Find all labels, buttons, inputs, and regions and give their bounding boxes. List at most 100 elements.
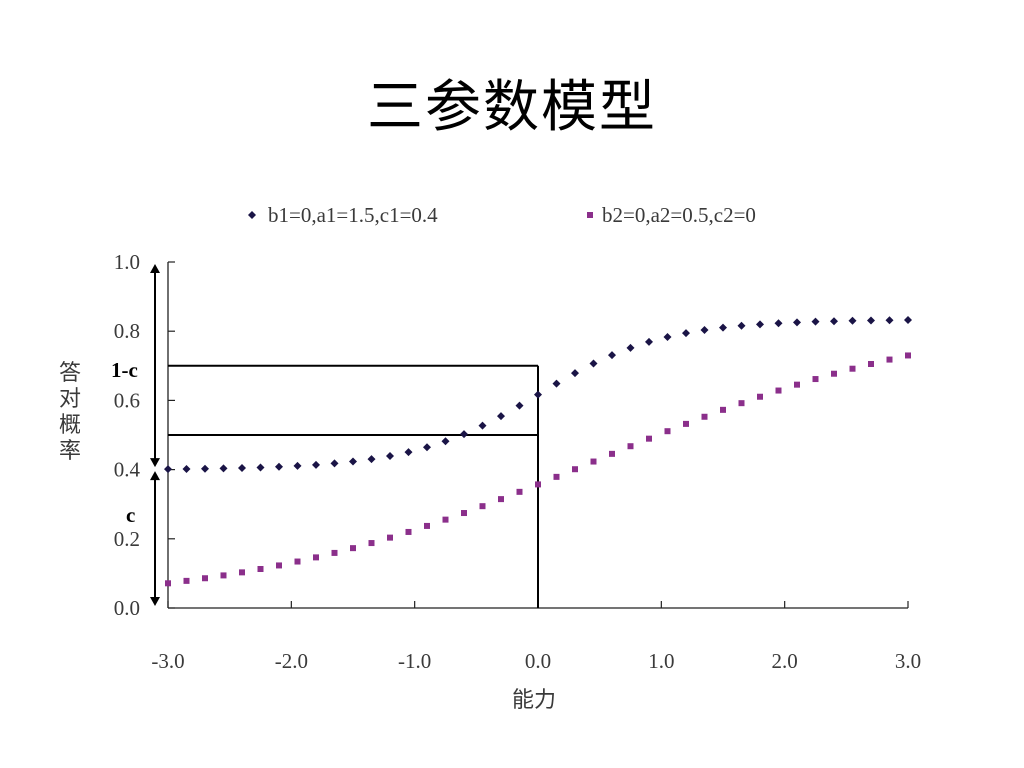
y-axis-title-char: 概 (59, 413, 81, 438)
series-2-point (553, 473, 560, 480)
dimension-arrows (150, 264, 160, 606)
series-2-point (905, 352, 911, 359)
series-2-point (775, 387, 782, 394)
series-2-point (405, 528, 412, 535)
y-tick-label: 0.6 (114, 388, 140, 412)
series-2-point (738, 400, 745, 407)
series-2-point (313, 554, 319, 561)
series-1-point (349, 457, 357, 466)
series-1-point (793, 318, 801, 327)
slide-title: 三参数模型 (367, 75, 657, 140)
x-tick-label: 3.0 (895, 649, 921, 673)
series-1-point (534, 390, 542, 399)
x-ticks: -3.0 -2.0 -1.0 0.0 1.0 2.0 3.0 (151, 601, 921, 673)
series-1-point (182, 464, 191, 473)
y-axis-title: 答对概率 (59, 361, 81, 464)
arrowhead (150, 471, 160, 481)
series-2-point (535, 481, 541, 488)
y-tick-label: 1.0 (114, 250, 140, 274)
y-axis-title-char: 答 (59, 361, 81, 386)
y-tick-label: 0.4 (114, 458, 141, 482)
y-axis-title-char: 对 (59, 387, 81, 412)
series-2-point (387, 534, 393, 541)
series-1-point (589, 359, 598, 368)
series-1-point (330, 459, 339, 468)
series-2-point (516, 488, 523, 495)
x-tick-label: 0.0 (525, 649, 551, 673)
series-1-point (238, 463, 246, 472)
series-1-point (460, 430, 468, 439)
y-tick-label: 0.2 (114, 527, 140, 551)
series-2-point (609, 450, 615, 457)
series-1-point (164, 465, 172, 474)
series-1-point (367, 455, 376, 464)
series-2-point (202, 575, 208, 582)
series-2-point (757, 393, 763, 400)
series-2-point (627, 443, 634, 450)
series-2-point (590, 458, 597, 465)
series-2-point (165, 580, 171, 587)
series-1-point (404, 448, 413, 457)
series-1-point (275, 462, 283, 471)
series-2-point (701, 413, 708, 420)
reference-lines (168, 364, 539, 608)
series-1-point (256, 463, 265, 472)
x-tick-label: -1.0 (398, 649, 431, 673)
series-1-point (737, 321, 746, 330)
y-tick-label: 0.0 (114, 596, 140, 620)
series-1-point (848, 316, 857, 325)
arrowhead (150, 458, 160, 468)
series-1-point (645, 337, 653, 346)
series-2-point (294, 558, 301, 565)
series-1-point (830, 317, 838, 326)
series-1-point (441, 437, 450, 446)
series-2-point (239, 569, 245, 576)
series-1-point (219, 464, 228, 473)
series-2-point (424, 522, 430, 529)
annotation-c: c (126, 503, 135, 527)
series-2-point (886, 356, 893, 363)
x-tick-label: -3.0 (151, 649, 184, 673)
series-2-point (794, 381, 800, 388)
arrowhead (150, 264, 160, 273)
y-ticks: 0.0 0.2 0.4 0.6 0.8 1.0 (114, 250, 175, 620)
series-2-point (183, 577, 190, 584)
x-axis-title: 能力 (512, 688, 556, 713)
series-1-point (663, 333, 672, 342)
series-1-point (700, 326, 709, 335)
series-1-point (386, 452, 394, 461)
series-1-point (571, 369, 579, 378)
series-2-point (831, 370, 837, 377)
series-2-point (868, 361, 874, 368)
series-1-point (423, 443, 431, 452)
series-2-point (849, 365, 856, 372)
series-1-point (885, 316, 894, 325)
legend-label-series-2: b2=0,a2=0.5,c2=0 (602, 203, 756, 227)
series-1-point (904, 316, 912, 325)
series-2-point (442, 516, 449, 523)
series-2-point (572, 466, 578, 473)
series-1-point (552, 379, 561, 388)
series-2-point (664, 428, 671, 435)
x-tick-label: -2.0 (275, 649, 308, 673)
series-1-point (811, 317, 820, 326)
legend-label-series-1: b1=0,a1=1.5,c1=0.4 (268, 203, 438, 227)
series-markers (164, 316, 912, 587)
y-axis-title-char: 率 (59, 439, 81, 464)
series-1-point (774, 319, 783, 328)
x-tick-label: 2.0 (772, 649, 798, 673)
x-tick-label: 1.0 (648, 649, 674, 673)
series-1-point (497, 412, 505, 421)
legend-marker-series-2 (587, 212, 593, 218)
series-2-point (220, 572, 227, 579)
y-tick-label: 0.8 (114, 319, 140, 343)
annotation-one-minus-c: 1-c (111, 358, 138, 382)
legend-marker-series-1 (248, 211, 256, 219)
series-2-point (646, 435, 652, 442)
series-1-point (626, 343, 635, 352)
series-2-point (479, 503, 486, 510)
series-2-point (461, 510, 467, 517)
legend: b1=0,a1=1.5,c1=0.4 b2=0,a2=0.5,c2=0 (248, 203, 756, 227)
series-1-point (515, 401, 524, 410)
